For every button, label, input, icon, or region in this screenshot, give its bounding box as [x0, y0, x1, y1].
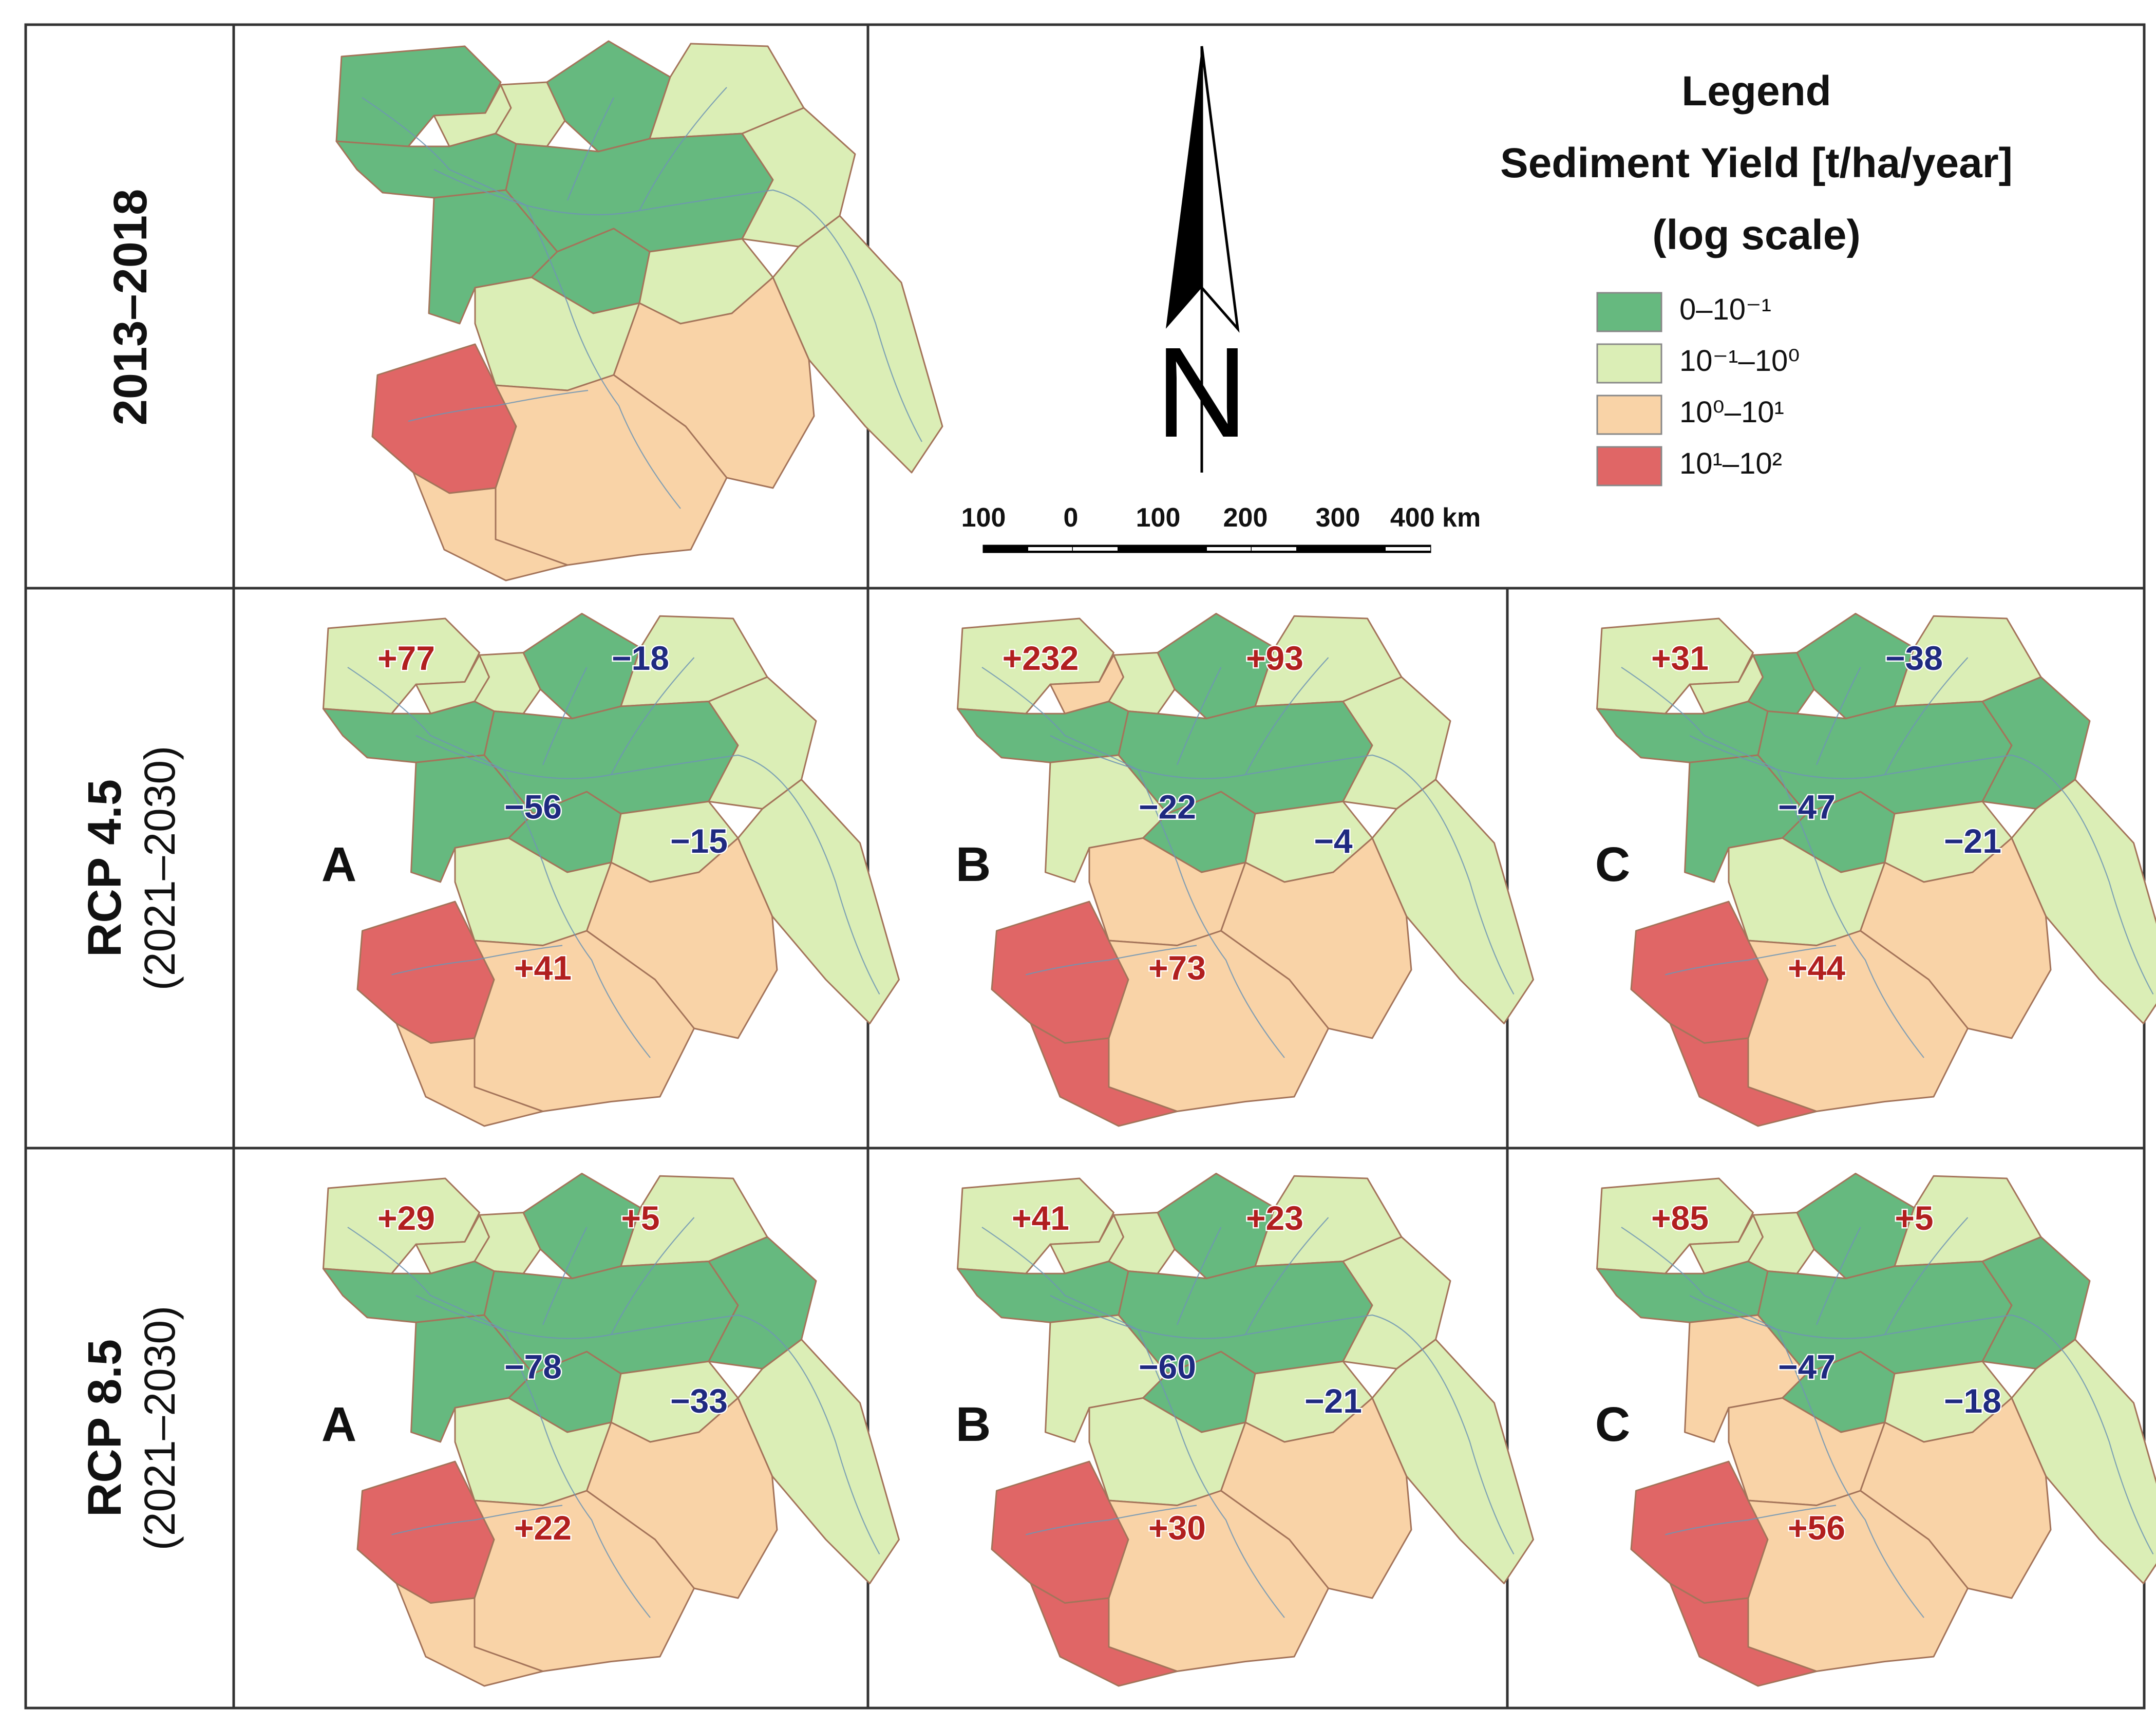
- change-label: +23: [1246, 1199, 1303, 1237]
- change-label: −47: [1778, 1348, 1836, 1386]
- scale-tick-label: 100: [961, 503, 1006, 533]
- change-label: +22: [514, 1509, 572, 1547]
- legend-swatch: [1596, 343, 1662, 384]
- scale-segment-inner: [1386, 547, 1430, 551]
- legend-label: 10¹–10²: [1679, 447, 1782, 480]
- model-label: C: [1595, 837, 1631, 892]
- scale-tick-label: 0: [1064, 503, 1079, 533]
- scale-segment-inner: [1028, 547, 1073, 551]
- legend-label: 10⁻¹–10⁰: [1679, 344, 1800, 378]
- model-label: B: [956, 1397, 991, 1452]
- legend-label: 10⁰–10¹: [1679, 396, 1784, 429]
- change-label: +73: [1148, 949, 1206, 987]
- scale-tick-label: 100: [1136, 503, 1181, 533]
- legend: Legend Sediment Yield [t/ha/year] (log sca…: [1500, 68, 2013, 486]
- legend-subtitle: Sediment Yield [t/ha/year]: [1500, 140, 2013, 186]
- change-label: −15: [670, 822, 728, 860]
- row-label: RCP 4.5 (2021–2030): [79, 746, 184, 990]
- change-label: −78: [504, 1348, 562, 1386]
- change-label: +5: [1895, 1199, 1933, 1237]
- change-label: −21: [1304, 1382, 1362, 1420]
- change-label: −22: [1139, 788, 1196, 826]
- change-label: −33: [670, 1382, 728, 1420]
- row-label-period: (2021–2030): [136, 746, 184, 990]
- change-label: −47: [1778, 788, 1836, 826]
- change-label: +41: [1012, 1199, 1069, 1237]
- change-label: −21: [1944, 822, 2001, 860]
- change-label: −18: [612, 639, 669, 677]
- scale-segment-inner: [1252, 547, 1296, 551]
- legend-title: Legend: [1681, 68, 1831, 115]
- change-label: +85: [1651, 1199, 1709, 1237]
- model-label: B: [956, 837, 991, 892]
- change-label: −4: [1314, 822, 1353, 860]
- change-label: −56: [504, 788, 562, 826]
- model-label: C: [1595, 1397, 1631, 1452]
- change-label: +5: [621, 1199, 659, 1237]
- change-label: +56: [1788, 1509, 1845, 1547]
- row-label: RCP 8.5 (2021–2030): [79, 1306, 184, 1550]
- panel-border: [24, 23, 2146, 1710]
- model-label: A: [321, 1397, 357, 1452]
- row-label-title: RCP 8.5: [79, 1339, 131, 1517]
- scale-segment-inner: [1207, 547, 1252, 551]
- subbasin: [505, 133, 774, 253]
- north-arrow-left: [1166, 46, 1202, 329]
- change-label: −18: [1944, 1382, 2001, 1420]
- legend-swatch: [1596, 395, 1662, 435]
- scale-tick-label: 200: [1223, 503, 1268, 533]
- change-label: +29: [377, 1199, 435, 1237]
- north-arrow-label: N: [1156, 321, 1249, 464]
- scale-bar: 100 0 100 200 300 400 km: [961, 503, 1481, 553]
- change-label: +93: [1246, 639, 1303, 677]
- change-label: +41: [514, 949, 572, 987]
- row-label-period: (2021–2030): [136, 1306, 184, 1550]
- legend-label: 0–10⁻¹: [1679, 293, 1771, 326]
- change-label: +30: [1148, 1509, 1206, 1547]
- row-label-title: 2013–2018: [104, 189, 157, 426]
- change-label: −60: [1139, 1348, 1196, 1386]
- legend-swatch: [1596, 446, 1662, 486]
- change-label: +44: [1788, 949, 1845, 987]
- change-label: +232: [1003, 639, 1079, 677]
- row-label-title: RCP 4.5: [79, 779, 131, 957]
- basin-maps: A +77 −18 −56 −15 +41 B +232 +93 −22 −4 +73 C +31 −38 −…: [321, 40, 2156, 1687]
- legend-swatch: [1596, 292, 1662, 332]
- row-label: 2013–2018: [104, 189, 157, 426]
- scale-tick-label: 400 km: [1390, 503, 1481, 533]
- model-label: A: [321, 837, 357, 892]
- change-label: −38: [1885, 639, 1943, 677]
- north-arrow: N: [1156, 46, 1249, 473]
- change-label: +77: [377, 639, 435, 677]
- scale-tick-label: 300: [1316, 503, 1360, 533]
- scale-segment-inner: [1073, 547, 1118, 551]
- change-label: +31: [1651, 639, 1709, 677]
- legend-note: (log scale): [1652, 212, 1861, 258]
